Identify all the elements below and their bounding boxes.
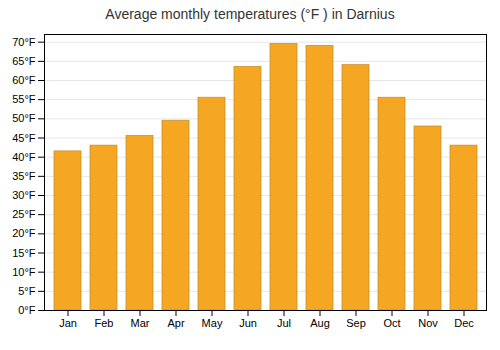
svg-text:Jan: Jan	[59, 317, 77, 329]
svg-text:30°F: 30°F	[12, 189, 36, 201]
svg-text:55°F: 55°F	[12, 93, 36, 105]
svg-text:70°F: 70°F	[12, 36, 36, 48]
svg-text:45°F: 45°F	[12, 132, 36, 144]
svg-text:Oct: Oct	[383, 317, 400, 329]
svg-text:65°F: 65°F	[12, 55, 36, 67]
svg-text:10°F: 10°F	[12, 266, 36, 278]
svg-text:Dec: Dec	[454, 317, 474, 329]
svg-text:Nov: Nov	[418, 317, 438, 329]
svg-text:40°F: 40°F	[12, 151, 36, 163]
svg-text:Feb: Feb	[95, 317, 114, 329]
svg-text:60°F: 60°F	[12, 74, 36, 86]
svg-text:15°F: 15°F	[12, 247, 36, 259]
svg-text:Aug: Aug	[310, 317, 330, 329]
svg-text:Jun: Jun	[239, 317, 257, 329]
svg-text:Mar: Mar	[131, 317, 150, 329]
svg-text:5°F: 5°F	[18, 285, 36, 297]
svg-text:Jul: Jul	[277, 317, 291, 329]
html-text:Average monthly temperatures (: Average monthly temperatures (°F ) in Da…	[105, 6, 395, 22]
svg-text:0°F: 0°F	[18, 304, 36, 316]
svg-text:50°F: 50°F	[12, 112, 36, 124]
svg-text:Sep: Sep	[346, 317, 366, 329]
svg-text:25°F: 25°F	[12, 208, 36, 220]
svg-text:May: May	[202, 317, 223, 329]
svg-text:Apr: Apr	[167, 317, 184, 329]
svg-text:35°F: 35°F	[12, 170, 36, 182]
svg-text:20°F: 20°F	[12, 227, 36, 239]
